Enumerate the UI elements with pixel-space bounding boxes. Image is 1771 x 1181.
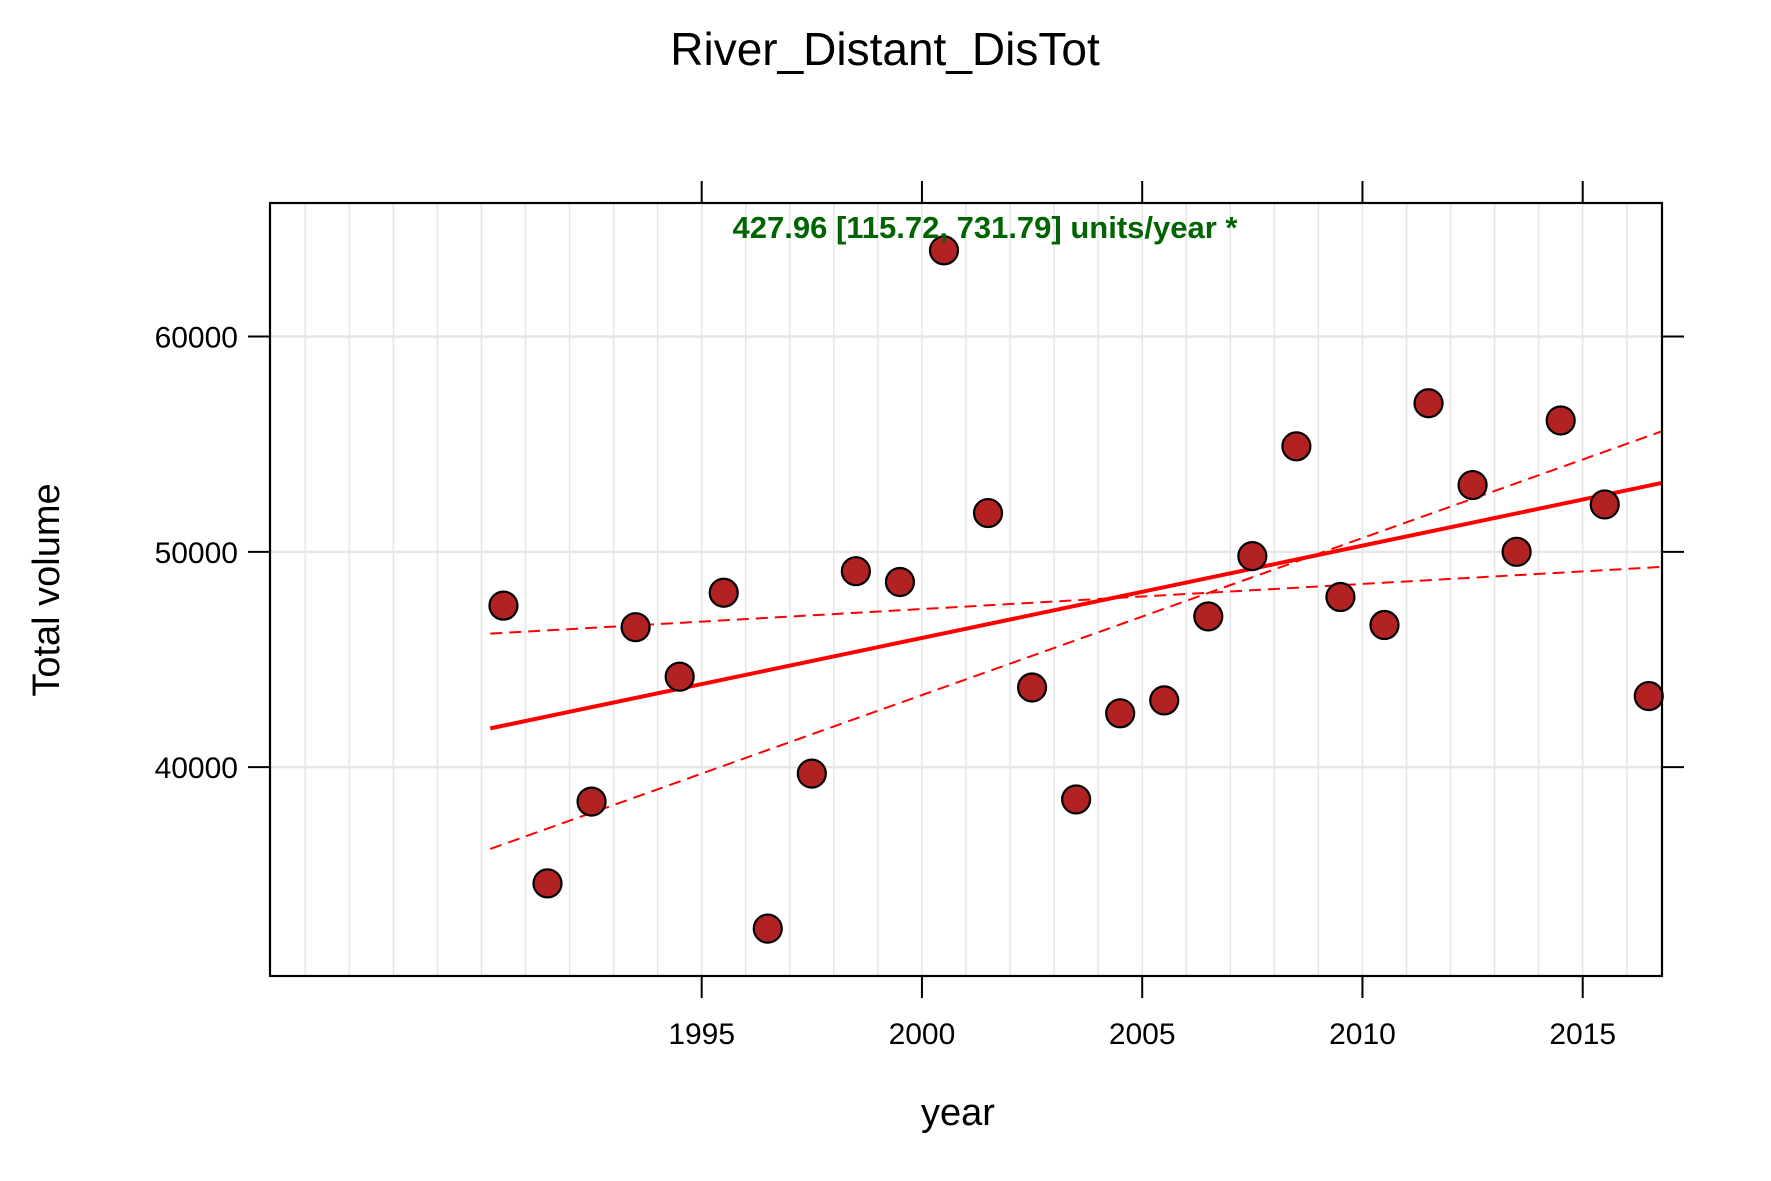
data-point xyxy=(488,590,519,621)
data-points xyxy=(488,235,1664,944)
y-tick-label: 50000 xyxy=(155,537,238,570)
data-point xyxy=(576,786,607,817)
trend-line xyxy=(489,480,1663,731)
data-point xyxy=(752,913,783,944)
x-axis-label: year xyxy=(921,1092,995,1134)
plot-frame xyxy=(268,201,1664,978)
data-point xyxy=(1281,431,1312,462)
data-point xyxy=(1501,536,1532,567)
data-point xyxy=(1413,388,1444,419)
x-tick-label: 2005 xyxy=(1109,1018,1176,1051)
y-tick-label: 40000 xyxy=(155,752,238,785)
chart-title: River_Distant_DisTot xyxy=(670,23,1100,75)
data-point xyxy=(1369,609,1400,641)
data-point xyxy=(840,556,871,587)
data-point xyxy=(1545,405,1576,436)
annotation-slope: 427.96 [115.72, 731.79] units/year * xyxy=(733,210,1239,245)
data-point xyxy=(1457,469,1488,501)
data-point xyxy=(972,497,1004,529)
data-point xyxy=(1193,601,1224,632)
x-tick-label: 1995 xyxy=(668,1018,735,1051)
x-tick-label: 2010 xyxy=(1329,1018,1396,1051)
data-point xyxy=(532,868,563,899)
y-tick-label: 60000 xyxy=(155,321,238,354)
data-point xyxy=(1325,581,1356,613)
axis-ticks: 1995 2000 2005 2010 2015 40000 50000 60000 xyxy=(155,181,1684,1051)
data-point xyxy=(664,661,695,692)
data-point xyxy=(620,612,651,643)
grid xyxy=(270,203,1662,976)
data-point xyxy=(1589,489,1620,520)
data-point xyxy=(884,566,916,598)
ci-line-lower xyxy=(489,430,1663,850)
data-point xyxy=(1149,685,1180,716)
x-tick-label: 2000 xyxy=(889,1018,956,1051)
x-tick-label: 2015 xyxy=(1549,1018,1616,1051)
data-point xyxy=(928,235,960,266)
ci-line-upper xyxy=(490,565,1663,635)
data-point xyxy=(796,758,827,789)
data-point xyxy=(1237,541,1268,572)
data-point xyxy=(708,577,739,608)
data-point xyxy=(1061,784,1092,815)
y-axis-label: Total volume xyxy=(26,483,68,696)
data-point xyxy=(1105,698,1136,729)
data-point xyxy=(1016,672,1048,703)
data-point xyxy=(1633,680,1664,712)
